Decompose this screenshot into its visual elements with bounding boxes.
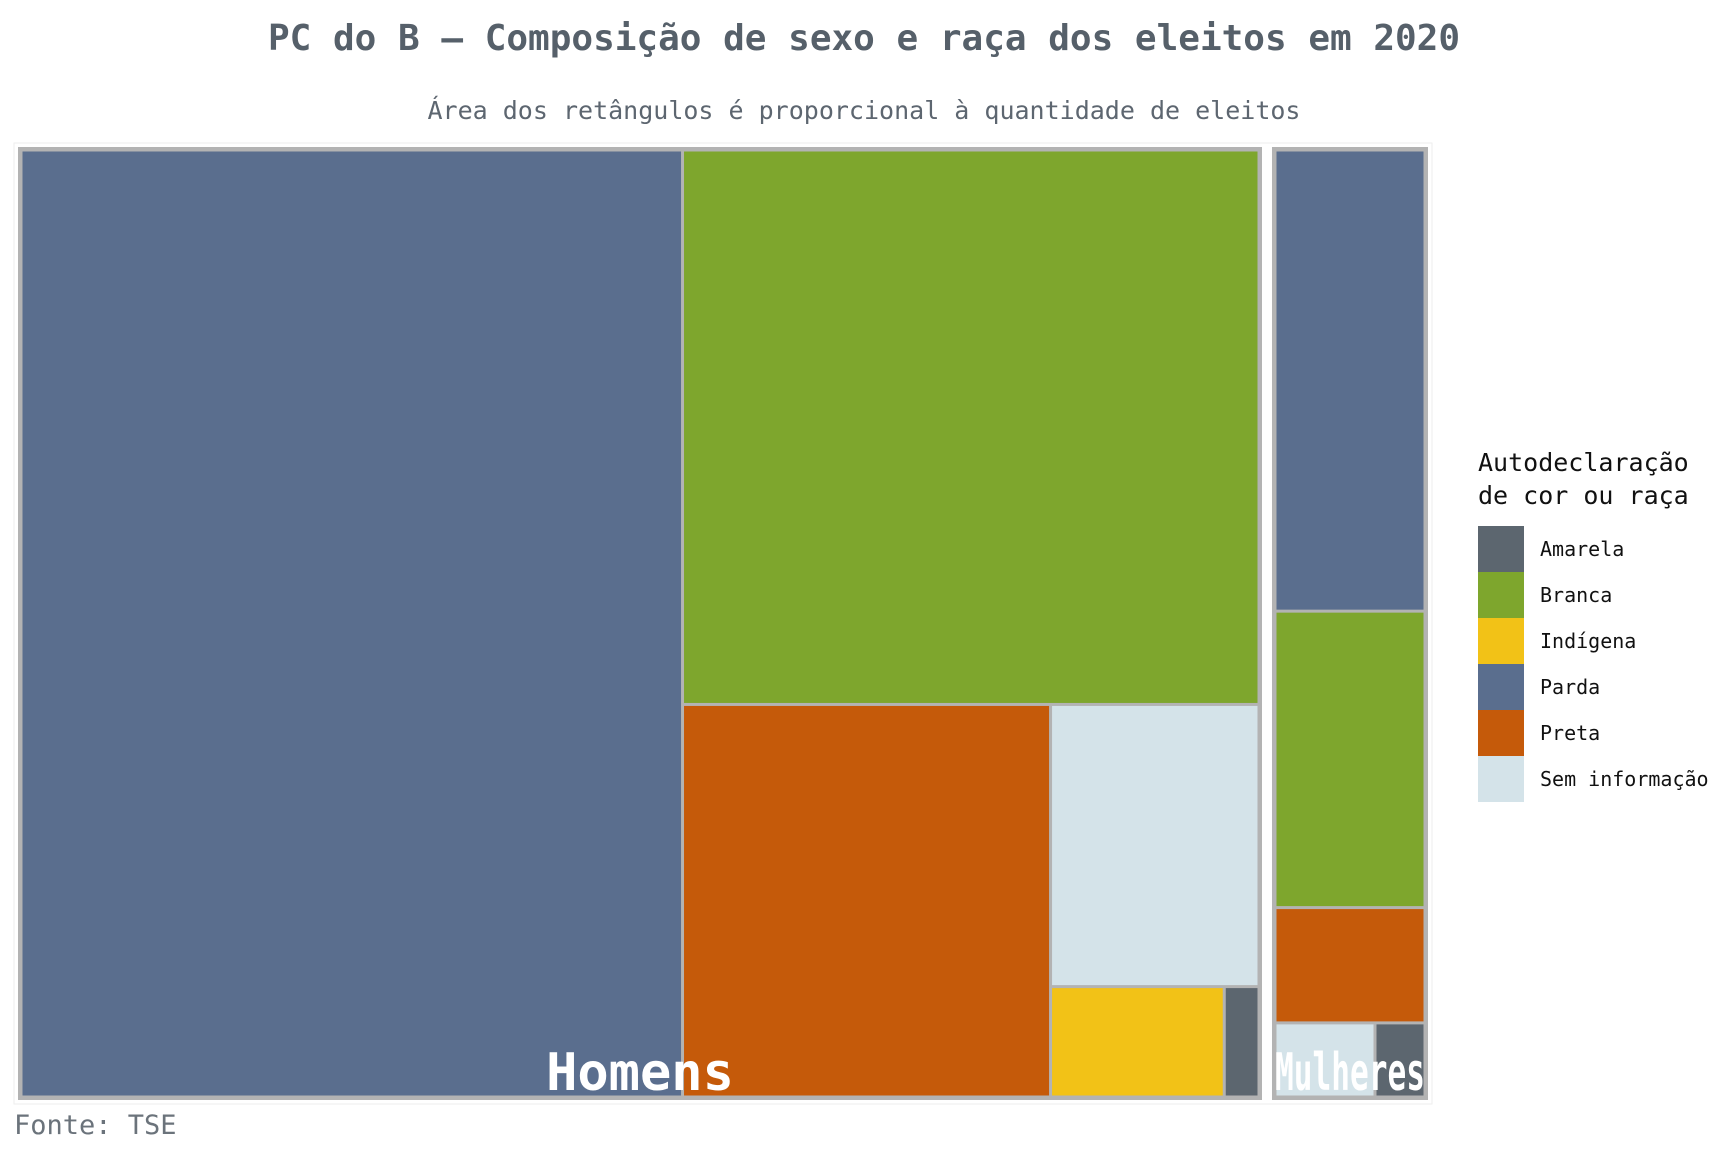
legend-label: Preta [1540, 721, 1601, 745]
group-label-mulheres: Mulheres [1275, 1043, 1425, 1103]
tile-homens-preta[interactable] [684, 705, 1050, 1096]
legend-swatch [1478, 756, 1524, 802]
legend-swatch [1478, 710, 1524, 756]
tile-mulheres-branca[interactable] [1276, 612, 1424, 907]
legend-swatch [1478, 618, 1524, 664]
legend-label: Amarela [1540, 537, 1625, 561]
plot-frame [13, 142, 1433, 1105]
legend-swatch [1478, 572, 1524, 618]
legend-item-amarela[interactable]: Amarela [1478, 526, 1718, 572]
legend-swatch [1478, 664, 1524, 710]
legend-item-indigena[interactable]: Indígena [1478, 618, 1718, 664]
chart-title: PC do B – Composição de sexo e raça dos … [267, 18, 1461, 59]
tile-homens-branca[interactable] [684, 151, 1258, 703]
legend-label: Parda [1540, 675, 1601, 699]
legend-swatch [1478, 526, 1524, 572]
tile-homens-sem-informacao[interactable] [1052, 705, 1258, 986]
legend-label: Sem informação [1540, 767, 1709, 791]
legend-items: Amarela Branca Indígena Parda Preta Sem infor… [1478, 526, 1718, 802]
tile-mulheres-preta[interactable] [1276, 909, 1424, 1022]
chart-subtitle: Área dos retângulos é proporcional à qua… [427, 96, 1301, 125]
tile-mulheres-parda[interactable] [1276, 151, 1424, 610]
tile-homens-parda[interactable] [22, 151, 682, 1096]
legend-item-branca[interactable]: Branca [1478, 572, 1718, 618]
tile-homens-amarela[interactable] [1225, 988, 1258, 1096]
legend-label: Indígena [1540, 629, 1637, 653]
group-label-homens: Homens [546, 1043, 734, 1103]
legend-title: Autodeclaração de cor ou raça [1478, 448, 1689, 510]
legend-item-parda[interactable]: Parda [1478, 664, 1718, 710]
legend: Autodeclaração de cor ou raça Amarela Bra… [1478, 446, 1718, 802]
chart-source: Fonte: TSE [14, 1110, 177, 1141]
legend-item-sem-informacao[interactable]: Sem informação [1478, 756, 1718, 802]
tile-homens-indigena[interactable] [1052, 988, 1223, 1096]
legend-label: Branca [1540, 583, 1613, 607]
legend-item-preta[interactable]: Preta [1478, 710, 1718, 756]
tile-mulheres-sem-informacao[interactable] [1276, 1024, 1374, 1096]
tile-mulheres-amarela[interactable] [1376, 1024, 1424, 1096]
